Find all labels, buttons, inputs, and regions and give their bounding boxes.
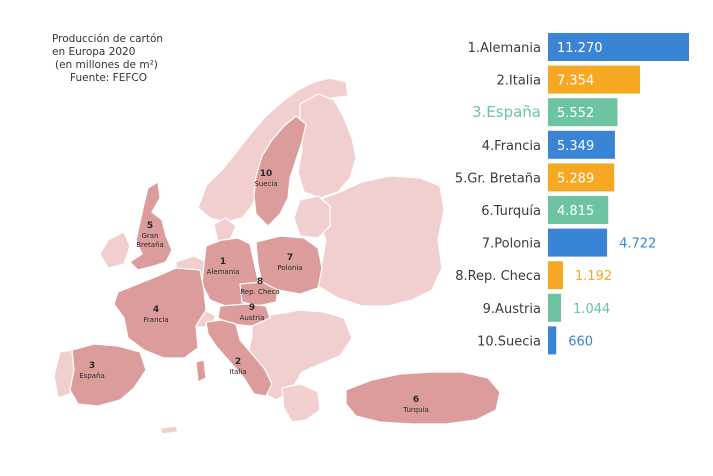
bar-value-label: 5.552 — [557, 106, 594, 121]
map-country-espana — [69, 343, 147, 407]
map-label-name: Rep. Checa — [240, 288, 280, 296]
bar-category-label: 8.Rep. Checa — [455, 269, 541, 284]
map-country-greece — [281, 383, 321, 423]
map-label-rank: 8 — [257, 277, 263, 287]
bar-category-label: 9.Austria — [483, 302, 541, 317]
caption-source: Fuente: FEFCO — [70, 72, 147, 84]
map-country-austria — [217, 303, 271, 327]
bar-category-label: 5.Gr. Bretaña — [455, 171, 541, 186]
map-label-rank: 5 — [147, 221, 153, 231]
map-country-norway — [197, 77, 349, 223]
bar-category-label: 4.Francia — [482, 139, 541, 154]
map-country-iceland-ish — [159, 425, 179, 435]
map-label-name: Italia — [229, 368, 246, 376]
bar-chart: 1.Alemania 11.270 2.Italia 7.354 3.España 5.5… — [455, 33, 689, 355]
bar-category-label: 10.Suecia — [477, 334, 541, 349]
europe-map-background — [53, 77, 445, 435]
map-country-baltics — [293, 195, 331, 239]
map-label-name: Gran — [141, 232, 158, 240]
map-label-rank: 3 — [89, 361, 95, 371]
bar-value-label: 4.815 — [557, 204, 594, 219]
bar-category-label: 6.Turquía — [481, 204, 541, 219]
map-label-name: Turquía — [402, 406, 429, 414]
bar-10 — [548, 326, 557, 355]
map-country-east — [317, 175, 445, 307]
bar-value-label: 1.192 — [575, 269, 612, 284]
bar-value-label: 1.044 — [573, 302, 610, 317]
bar-category-label: 3.España — [472, 103, 541, 121]
caption-unit: (en millones de m²) — [55, 59, 158, 71]
map-label-name: Francia — [143, 316, 168, 324]
bar-2 — [548, 65, 641, 94]
bar-value-label: 7.354 — [557, 74, 594, 89]
map-country-turquia — [345, 371, 501, 425]
bar-value-label: 5.349 — [557, 139, 594, 154]
bar-value-label: 11.270 — [557, 41, 603, 56]
bar-category-label: 2.Italia — [497, 74, 542, 89]
map-country-finland — [297, 93, 357, 199]
chart-caption: Producción de cartón en Europa 2020 (en … — [52, 33, 163, 85]
map-country-francia — [113, 267, 207, 359]
map-country-rep-checa — [239, 281, 279, 307]
map-label-name: Austria — [240, 314, 265, 322]
map-label-rank: 6 — [413, 395, 419, 405]
map-country-gran-bretana — [129, 181, 173, 271]
bar-5 — [548, 163, 615, 192]
bar-6 — [548, 196, 609, 224]
bar-3 — [548, 98, 618, 127]
map-label-rank: 2 — [235, 357, 241, 367]
bar-8 — [548, 261, 563, 290]
map-label-rank: 1 — [220, 257, 226, 267]
map-label-rank: 4 — [153, 305, 159, 315]
bar-category-label: 1.Alemania — [468, 41, 541, 56]
caption-title: Producción de cartón — [52, 33, 164, 45]
map-country-ireland — [99, 231, 131, 269]
map-label-name: España — [79, 372, 105, 380]
bar-9 — [548, 293, 562, 322]
map-label-name: Alemania — [207, 268, 240, 276]
map-label-rank: 10 — [260, 169, 273, 179]
map-country-italia-cerdena — [195, 359, 207, 383]
bar-category-label: 7.Polonia — [482, 237, 541, 252]
map-country-italia — [205, 319, 273, 397]
caption-subtitle: en Europa 2020 — [52, 46, 136, 58]
bar-7 — [548, 228, 608, 257]
europe-map-ranked-countries — [69, 115, 501, 425]
map-label-name: Suecia — [254, 180, 277, 188]
map-country-polonia — [255, 235, 323, 295]
map-label-rank: 9 — [249, 303, 255, 313]
map-country-denmark — [213, 217, 237, 243]
bar-1 — [548, 33, 689, 61]
bar-value-label: 5.289 — [557, 171, 594, 186]
map-label-name: Polonia — [277, 264, 302, 272]
bar-4 — [548, 130, 615, 159]
map-label-rank: 7 — [287, 253, 293, 263]
map-label-name: Bretaña — [136, 241, 164, 249]
bar-value-label: 660 — [568, 334, 593, 349]
bar-value-label: 4.722 — [619, 237, 656, 252]
map-country-suecia — [253, 115, 307, 227]
